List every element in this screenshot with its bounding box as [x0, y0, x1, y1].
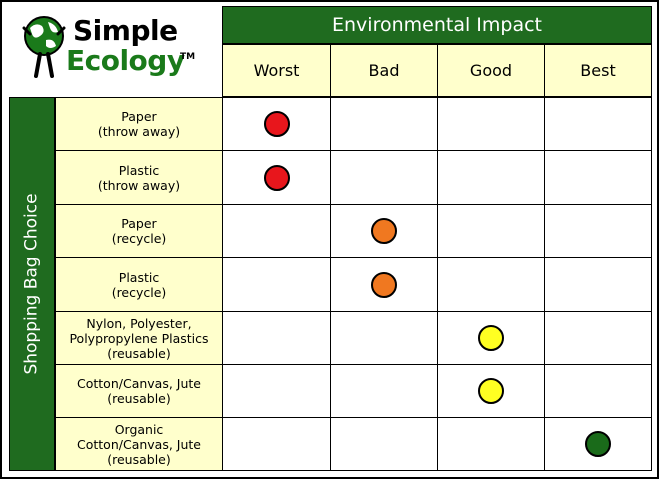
rating-cell-good — [437, 204, 545, 258]
row-label-line: (recycle) — [111, 231, 167, 246]
rating-cell-bad — [330, 257, 438, 312]
row-label-line: Nylon, Polyester, — [86, 315, 192, 331]
rating-cell-best — [544, 257, 652, 312]
rating-dot-worst — [263, 111, 290, 137]
row-label-line: Paper — [121, 216, 157, 231]
rating-cell-best — [544, 204, 652, 258]
rating-cell-worst — [222, 364, 331, 418]
side-label-text: Shopping Bag Choice — [22, 193, 42, 375]
row-label: Plastic (throw away) — [55, 150, 223, 205]
row-label-line: (throw away) — [97, 177, 181, 193]
logo: Simple Ecology TM — [4, 4, 222, 96]
rating-cell-worst — [222, 204, 331, 258]
row-label-line: Plastic — [118, 269, 160, 285]
globe-person-icon — [22, 16, 66, 78]
row-label-line: (reusable) — [107, 451, 171, 467]
rating-cell-best — [544, 150, 652, 205]
trademark: TM — [180, 52, 196, 62]
row-label-line: Plastic — [118, 162, 160, 178]
rating-cell-worst — [222, 97, 331, 151]
rating-cell-worst — [222, 311, 331, 365]
rating-cell-good — [437, 417, 545, 471]
rating-cell-best — [544, 417, 652, 471]
rating-cell-worst — [222, 417, 331, 471]
rating-dot-good — [478, 378, 504, 404]
row-label-line: Polypropylene Plastics — [69, 330, 209, 346]
rating-cell-good — [437, 311, 545, 365]
row-label-line: Organic — [114, 421, 164, 437]
rating-cell-bad — [330, 364, 438, 418]
row-label-line: (reusable) — [107, 345, 171, 361]
rating-dot-bad — [371, 218, 397, 244]
rating-dot-best — [585, 431, 611, 457]
row-label-line: Cotton/Canvas, Jute — [77, 376, 201, 391]
row-label: Plastic (recycle) — [55, 257, 223, 312]
row-label: Cotton/Canvas, Jute (reusable) — [55, 364, 223, 418]
rating-cell-bad — [330, 417, 438, 471]
rating-cell-best — [544, 97, 652, 151]
rating-dot-good — [478, 325, 504, 351]
rating-cell-good — [437, 364, 545, 418]
environmental-impact-header: Environmental Impact — [222, 6, 652, 44]
row-label-line: (throw away) — [97, 124, 181, 139]
rating-cell-bad — [330, 204, 438, 258]
shopping-bag-choice-label: Shopping Bag Choice — [9, 97, 55, 471]
logo-line-simple: Simple — [73, 14, 178, 47]
rating-cell-bad — [330, 150, 438, 205]
row-label-line: (reusable) — [107, 391, 171, 406]
rating-cell-good — [437, 150, 545, 205]
logo-line-ecology: Ecology — [66, 44, 185, 77]
row-label: Nylon, Polyester, Polypropylene Plastics(… — [55, 311, 223, 365]
rating-cell-worst — [222, 257, 331, 312]
rating-dot-worst — [263, 164, 290, 191]
row-label-line: Cotton/Canvas, Jute — [77, 436, 201, 452]
row-label-line: Paper — [121, 109, 157, 124]
column-header-worst: Worst — [222, 44, 331, 97]
rating-cell-best — [544, 364, 652, 418]
rating-cell-worst — [222, 150, 331, 205]
rating-cell-bad — [330, 97, 438, 151]
row-label: Paper (recycle) — [55, 204, 223, 258]
rating-cell-good — [437, 97, 545, 151]
column-header-best: Best — [544, 44, 652, 97]
rating-cell-best — [544, 311, 652, 365]
rating-cell-bad — [330, 311, 438, 365]
column-header-bad: Bad — [330, 44, 438, 97]
logo-text: Simple Ecology — [66, 16, 185, 76]
rating-cell-good — [437, 257, 545, 312]
row-label: Paper (throw away) — [55, 97, 223, 151]
row-label: Organic Cotton/Canvas, Jute (reusable) — [55, 417, 223, 471]
row-label-line: (recycle) — [111, 284, 167, 300]
column-header-good: Good — [437, 44, 545, 97]
rating-dot-bad — [371, 271, 397, 298]
